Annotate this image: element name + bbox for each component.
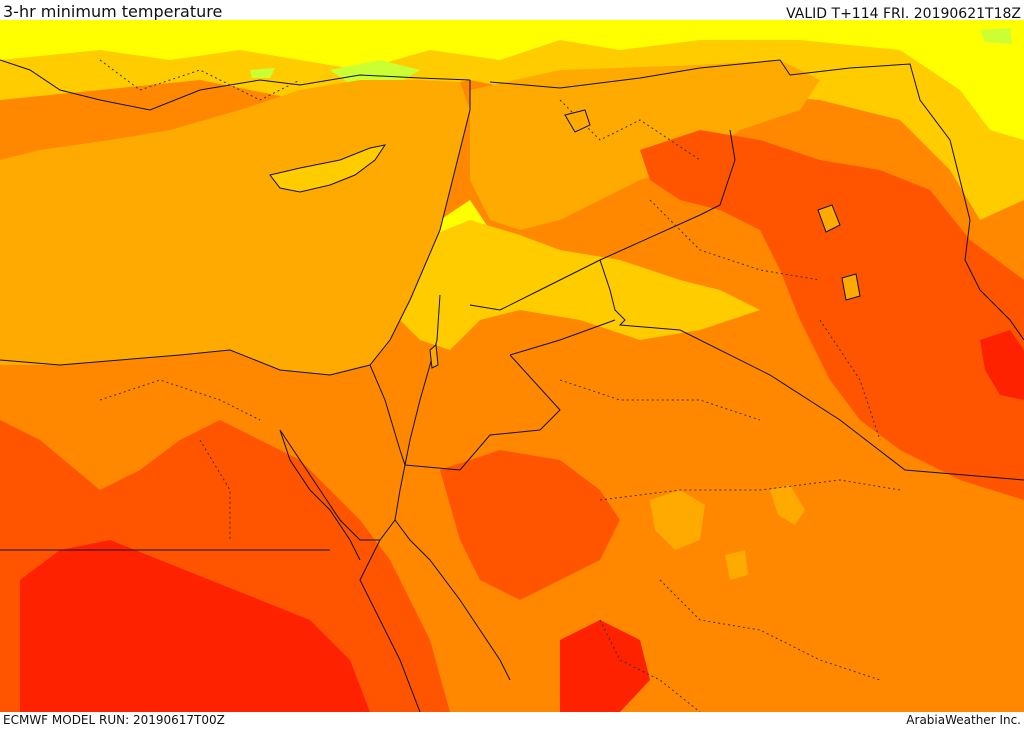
valid-time: VALID T+114 FRI. 20190621T18Z bbox=[786, 6, 1021, 22]
zone-light-patch-saudi-1 bbox=[650, 490, 705, 550]
zone-orange-syria-north bbox=[470, 60, 820, 230]
dead-sea bbox=[429, 344, 439, 369]
zone-mediterranean-sea bbox=[0, 80, 470, 375]
coastlines bbox=[0, 59, 511, 681]
model-run-label: ECMWF MODEL RUN: 20190617T00Z bbox=[3, 713, 225, 727]
credit-label: ArabiaWeather Inc. bbox=[906, 713, 1021, 727]
gulf-island-1 bbox=[817, 204, 841, 233]
zone-light-patch-saudi-3 bbox=[725, 550, 748, 580]
temperature-map bbox=[0, 20, 1024, 712]
admin-boundaries bbox=[99, 59, 901, 712]
zone-yellow-north bbox=[0, 20, 1024, 140]
zone-red-orange-iraq bbox=[640, 130, 1024, 500]
zone-red-egypt bbox=[20, 540, 370, 712]
zone-red-saudi-south bbox=[560, 620, 650, 712]
footer-bar: ECMWF MODEL RUN: 20190617T00Z ArabiaWeat… bbox=[0, 712, 1024, 729]
lake-tuz bbox=[564, 109, 591, 133]
zone-red-orange-saudi bbox=[440, 450, 620, 600]
zone-light-levant bbox=[400, 220, 760, 350]
island-cyprus bbox=[269, 144, 387, 193]
gulf-island-2 bbox=[841, 273, 861, 301]
zone-light-patch-saudi-2 bbox=[770, 485, 805, 525]
country-boundaries bbox=[0, 59, 1024, 712]
header-bar: 3-hr minimum temperature VALID T+114 FRI… bbox=[0, 0, 1024, 22]
zone-red-iraq bbox=[980, 330, 1024, 400]
map-title: 3-hr minimum temperature bbox=[3, 2, 223, 21]
